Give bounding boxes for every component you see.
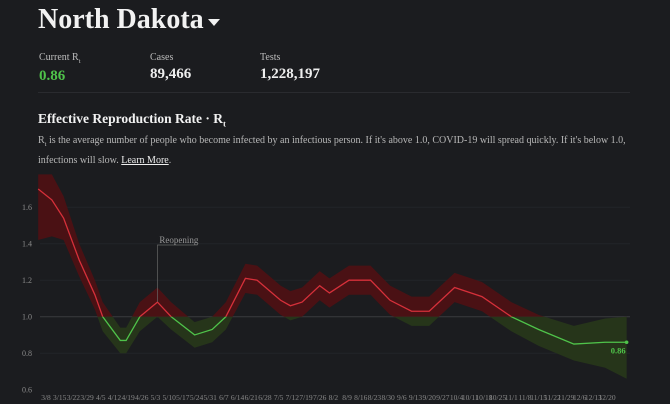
x-tick-label: 4/5 bbox=[96, 393, 106, 402]
x-tick-label: 4/19 bbox=[121, 393, 135, 402]
x-tick-label: 9/13 bbox=[409, 393, 423, 402]
x-tick-label: 11/29 bbox=[558, 393, 575, 402]
x-tick-label: 11/8 bbox=[518, 393, 531, 402]
x-tick-label: 12/20 bbox=[599, 393, 616, 402]
x-tick-label: 10/4 bbox=[450, 393, 464, 402]
x-tick-label: 6/7 bbox=[219, 393, 229, 402]
x-tick-label: 7/19 bbox=[299, 393, 313, 402]
caret-down-icon bbox=[207, 18, 220, 26]
x-tick-label: 7/12 bbox=[286, 393, 300, 402]
x-tick-label: 8/30 bbox=[381, 393, 395, 402]
x-tick-label: 6/21 bbox=[245, 393, 259, 402]
x-tick-label: 11/1 bbox=[505, 393, 518, 402]
x-tick-label: 7/26 bbox=[313, 393, 327, 402]
desc-period: . bbox=[168, 155, 172, 166]
stat-tests: Tests 1,228,197 bbox=[260, 52, 320, 83]
section-title: Effective Reproduction Rate · Rt bbox=[38, 111, 226, 129]
annotation-leader bbox=[157, 244, 198, 303]
x-tick-label: 7/5 bbox=[274, 393, 284, 402]
x-tick-label: 5/3 bbox=[151, 393, 161, 402]
x-tick-label: 5/24 bbox=[190, 393, 204, 402]
x-tick-label: 11/22 bbox=[544, 393, 561, 402]
stat-value: 0.86 bbox=[39, 68, 66, 84]
section-description: Rt is the average number of people who b… bbox=[38, 133, 638, 169]
x-tick-label: 5/31 bbox=[204, 393, 218, 402]
state-selector[interactable]: North Dakota bbox=[38, 4, 220, 36]
stat-label-sub: t bbox=[78, 58, 81, 65]
x-tick-label: 6/14 bbox=[231, 393, 245, 402]
x-tick-label: 5/10 bbox=[162, 393, 176, 402]
x-tick-label: 8/16 bbox=[354, 393, 368, 402]
x-tick-label: 9/6 bbox=[397, 393, 407, 402]
stat-label: Current R bbox=[39, 52, 79, 63]
desc-r: R bbox=[38, 135, 45, 146]
annotation-reopening: Reopening bbox=[159, 235, 198, 245]
x-tick-label: 12/6 bbox=[573, 393, 587, 402]
x-tick-label: 10/18 bbox=[475, 393, 492, 402]
y-tick-label: 0.8 bbox=[22, 349, 32, 358]
x-tick-label: 6/28 bbox=[258, 393, 272, 402]
stat-label: Tests bbox=[260, 52, 281, 63]
stat-cases: Cases 89,466 bbox=[150, 52, 191, 83]
current-value-label: 0.86 bbox=[611, 345, 626, 355]
x-tick-label: 3/8 bbox=[41, 393, 51, 402]
y-tick-label: 1.4 bbox=[22, 240, 32, 249]
x-tick-label: 5/17 bbox=[176, 393, 190, 402]
x-tick-label: 4/12 bbox=[108, 393, 122, 402]
y-tick-label: 1.0 bbox=[22, 313, 32, 322]
x-tick-label: 12/13 bbox=[585, 393, 602, 402]
rt-line-below bbox=[102, 316, 627, 345]
x-tick-label: 8/23 bbox=[368, 393, 382, 402]
x-tick-label: 3/15 bbox=[53, 393, 67, 402]
x-tick-label: 10/11 bbox=[462, 393, 479, 402]
desc-r-sub: t bbox=[44, 141, 47, 148]
x-tick-label: 3/22 bbox=[67, 393, 81, 402]
state-title: North Dakota bbox=[38, 4, 204, 35]
current-point bbox=[624, 340, 629, 345]
learn-more-link[interactable]: Learn More bbox=[121, 155, 169, 166]
rt-line-above bbox=[37, 188, 513, 317]
stat-current-rt: Current Rt 0.86 bbox=[39, 52, 81, 85]
desc-text: is the average number of people who beco… bbox=[38, 135, 626, 166]
divider bbox=[38, 92, 630, 93]
x-tick-label: 10/25 bbox=[489, 393, 506, 402]
x-tick-label: 11/15 bbox=[530, 393, 547, 402]
x-tick-label: 9/20 bbox=[423, 393, 437, 402]
section-title-text: Effective Reproduction Rate · R bbox=[38, 111, 223, 126]
section-title-sub: t bbox=[222, 118, 226, 129]
x-tick-label: 3/29 bbox=[80, 393, 94, 402]
y-tick-label: 0.6 bbox=[22, 386, 32, 395]
y-tick-label: 1.2 bbox=[22, 276, 32, 285]
stat-value: 1,228,197 bbox=[260, 66, 320, 82]
y-tick-label: 1.6 bbox=[22, 203, 32, 212]
x-tick-label: 8/2 bbox=[329, 393, 339, 402]
stat-label: Cases bbox=[150, 52, 174, 63]
x-tick-label: 4/26 bbox=[135, 393, 149, 402]
x-tick-label: 9/27 bbox=[436, 393, 450, 402]
x-tick-label: 8/9 bbox=[342, 393, 352, 402]
stat-value: 89,466 bbox=[150, 66, 192, 82]
